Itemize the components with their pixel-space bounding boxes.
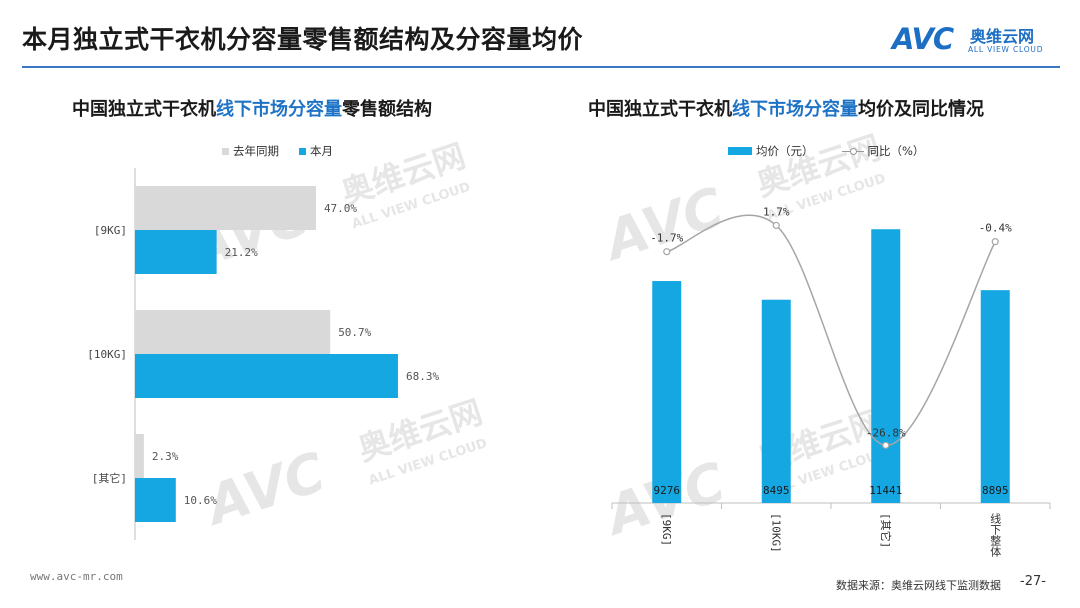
left-chart-legend: 去年同期 本月 [222, 143, 333, 159]
legend-swatch-last-year [222, 147, 229, 155]
bar [652, 281, 682, 503]
data-label: 47.0% [324, 202, 357, 215]
page-number: -27- [1020, 574, 1046, 589]
bar-value-label: 11441 [869, 484, 902, 497]
left-chart-title-pre: 中国独立式干衣机 [72, 99, 216, 120]
category-label: [9KG] [94, 224, 127, 237]
bar-value-label: 8895 [982, 484, 1009, 497]
footer-source: 数据来源：奥维云网线下监测数据 [836, 579, 1001, 592]
category-label: [9KG] [660, 513, 673, 546]
left-chart-title-highlight: 线下市场分容量 [216, 99, 342, 120]
logo-mark: AVC [892, 22, 954, 56]
left-chart-title: 中国独立式干衣机线下市场分容量零售额结构 [72, 95, 432, 121]
legend-item-last-year: 去年同期 [222, 143, 279, 159]
data-label: 50.7% [338, 326, 371, 339]
data-label: 68.3% [406, 370, 439, 383]
bar [871, 229, 901, 503]
footer-url: www.avc-mr.com [30, 570, 123, 583]
yoy-point [882, 441, 890, 449]
right-chart-title: 中国独立式干衣机线下市场分容量均价及同比情况 [588, 95, 984, 121]
bar [135, 186, 316, 230]
logo-english-name: ALL VIEW CLOUD [968, 45, 1044, 54]
legend-item-avg-price: 均价（元） [728, 143, 814, 159]
right-chart-title-pre: 中国独立式干衣机 [588, 99, 732, 120]
category-label: [10KG] [769, 513, 782, 553]
category-label: [其它] [879, 513, 893, 548]
yoy-value-label: -26.8% [866, 426, 906, 439]
right-chart-title-highlight: 线下市场分容量 [732, 99, 858, 120]
bar [135, 434, 144, 478]
logo-chinese-name: 奥维云网 [970, 27, 1035, 46]
legend-item-this-month: 本月 [299, 143, 333, 159]
category-label: [10KG] [87, 348, 127, 361]
bar [135, 354, 398, 398]
brand-logo: AVC 奥维云网 ALL VIEW CLOUD [892, 22, 1062, 58]
data-label: 10.6% [184, 494, 217, 507]
yoy-value-label: -0.4% [979, 222, 1012, 235]
data-label: 2.3% [152, 450, 179, 463]
bar [135, 310, 331, 354]
bar [135, 230, 217, 274]
legend-item-yoy: 同比（%） [841, 143, 925, 159]
yoy-line [666, 214, 996, 447]
legend-label-this-month: 本月 [310, 144, 333, 158]
yoy-point [991, 238, 999, 246]
legend-label-last-year: 去年同期 [233, 144, 279, 158]
yoy-value-label: -1.7% [650, 232, 683, 245]
category-label: 线下整体 [989, 512, 1002, 557]
legend-swatch-this-month [299, 147, 306, 155]
yoy-point [663, 248, 671, 256]
left-chart-title-post: 零售额结构 [342, 99, 432, 120]
bar [761, 299, 791, 503]
legend-swatch-avg-price [728, 147, 752, 155]
right-chart-legend: 均价（元） 同比（%） [728, 143, 924, 159]
page-title: 本月独立式干衣机分容量零售额结构及分容量均价 [22, 25, 584, 54]
legend-swatch-yoy [841, 147, 864, 155]
bar [135, 478, 176, 522]
data-label: 21.2% [225, 246, 258, 259]
yoy-value-label: 1.7% [763, 205, 790, 218]
bar [980, 290, 1010, 503]
yoy-point [772, 221, 780, 230]
bar-value-label: 8495 [763, 484, 790, 497]
legend-label-avg-price: 均价（元） [756, 144, 814, 158]
right-chart-title-post: 均价及同比情况 [858, 99, 984, 120]
bar-value-label: 9276 [654, 484, 681, 497]
legend-label-yoy: 同比（%） [867, 144, 925, 158]
title-divider [22, 66, 1060, 68]
category-label: [其它] [92, 471, 127, 485]
